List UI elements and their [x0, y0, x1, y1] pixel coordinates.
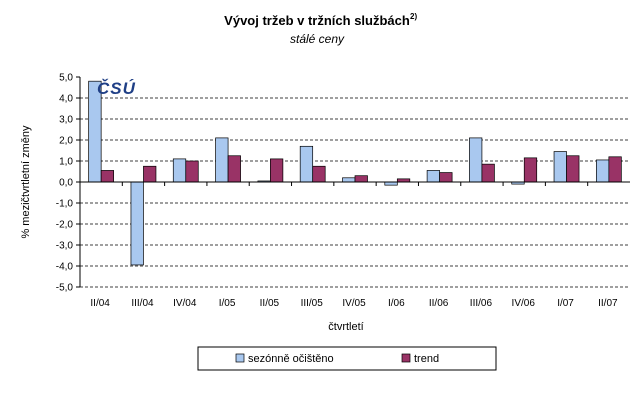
x-tick-label: II/07 [598, 298, 618, 309]
bar-trend [566, 155, 580, 183]
bar-seasonal [342, 177, 356, 183]
bar-trend [439, 172, 453, 183]
bar-trend [270, 158, 284, 183]
x-axis-label: čtvrtletí [328, 321, 363, 333]
bar-seasonal [426, 170, 440, 183]
y-tick-label: -4,0 [56, 262, 74, 273]
chart-subtitle: stálé ceny [290, 32, 345, 46]
bar-seasonal [595, 159, 610, 183]
x-tick-label: I/05 [219, 298, 236, 309]
legend: sezónně očištěno trend [197, 346, 497, 371]
x-tick-label: III/05 [301, 298, 324, 309]
y-tick-label: -5,0 [56, 283, 74, 294]
bar-seasonal [130, 181, 144, 266]
bar-trend [354, 175, 368, 183]
axes [79, 77, 630, 287]
bar-trend [608, 156, 622, 183]
plot-area: 5,0 4,0 3,0 2,0 1,0 0,0 -1,0 -2,0 -3,0 -4,0 -5,0 II… [56, 73, 630, 310]
bar-seasonal [553, 151, 567, 183]
legend-swatch-trend [401, 353, 411, 363]
tick-labels: 5,0 4,0 3,0 2,0 1,0 0,0 -1,0 -2,0 -3,0 -4,0 -5,0 II… [56, 73, 618, 310]
bar-seasonal [215, 137, 229, 183]
bar-trend [185, 160, 199, 183]
x-tick-label: II/04 [90, 298, 110, 309]
legend-label-seasonal: sezónně očištěno [248, 353, 334, 365]
chart-title-superscript: 2) [410, 12, 417, 21]
y-tick-label: 4,0 [59, 94, 73, 105]
x-tick-label: I/06 [388, 298, 405, 309]
x-tick-label: II/06 [429, 298, 449, 309]
bar-trend [312, 165, 326, 183]
legend-swatch-seasonal [235, 353, 245, 363]
y-tick-label: 1,0 [59, 157, 73, 168]
y-tick-label: -1,0 [56, 199, 74, 210]
y-axis-label: % mezičtvrtletní změny [20, 125, 32, 239]
y-tick-label: 0,0 [59, 178, 73, 189]
legend-box [197, 346, 497, 371]
x-tick-label: II/05 [260, 298, 280, 309]
bar-seasonal [469, 137, 483, 183]
y-tick-label: -3,0 [56, 241, 74, 252]
bar-trend [100, 170, 115, 183]
x-tick-label: IV/05 [342, 298, 366, 309]
y-tick-label: 5,0 [59, 73, 73, 84]
x-tick-label: I/07 [557, 298, 574, 309]
x-tick-label: III/06 [470, 298, 493, 309]
bar-seasonal [172, 158, 187, 183]
bar-trend [227, 155, 241, 183]
x-tick-label: IV/04 [173, 298, 197, 309]
x-tick-label: IV/06 [512, 298, 536, 309]
y-tick-label: 2,0 [59, 136, 73, 147]
chart-title-text: Vývoj tržeb v tržních službách [224, 13, 410, 28]
bar-trend [523, 157, 538, 183]
chart-title: Vývoj tržeb v tržních službách [224, 13, 410, 28]
y-tick-label: 3,0 [59, 115, 73, 126]
csu-logo: ČSÚ [97, 79, 136, 98]
legend-label-trend: trend [414, 353, 439, 365]
y-tick-label: -2,0 [56, 220, 74, 231]
bar-trend [143, 165, 157, 183]
bar-seasonal [299, 145, 314, 183]
bar-trend [481, 163, 495, 183]
gridlines [76, 76, 630, 288]
bars [88, 80, 622, 266]
x-tick-label: III/04 [131, 298, 154, 309]
